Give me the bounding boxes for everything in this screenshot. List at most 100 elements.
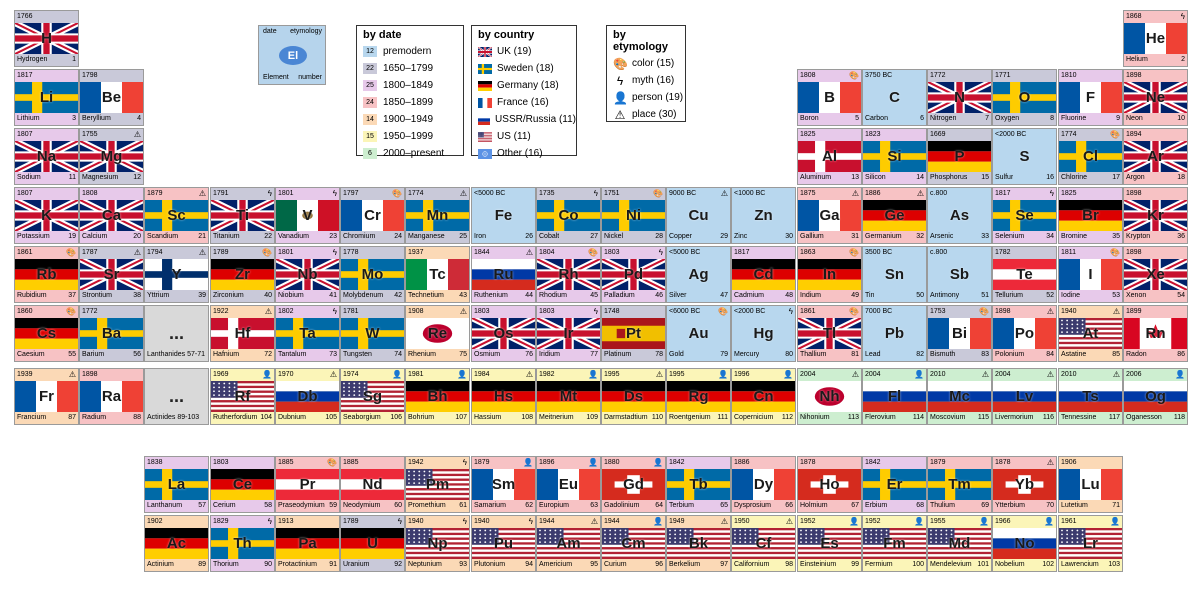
element-name: Neon (1126, 115, 1143, 122)
element-date: 1982 (539, 371, 555, 378)
element-number: 87 (68, 414, 76, 421)
element-symbol: Cm (621, 535, 646, 552)
element-symbol: Np (427, 535, 448, 552)
element-cell-lv: 2004 ⚠ Lv Livermorium 116 (992, 368, 1057, 425)
element-name: Chromium (343, 233, 376, 240)
element-name: Neodymium (343, 502, 381, 509)
lightning-icon: ϟ (658, 248, 663, 257)
element-symbol: Fe (494, 207, 513, 224)
element-number: 21 (198, 233, 206, 240)
element-name: Antimony (930, 292, 960, 299)
element-cell-s: <2000 BC S Sulfur 16 (992, 128, 1057, 185)
element-cell-zn: <1000 BC Zn Zinc 30 (731, 187, 796, 244)
legend-date-swatch: 24 (363, 97, 377, 108)
element-symbol: Be (101, 89, 122, 106)
element-number: 59 (329, 502, 337, 509)
flag-de-icon (211, 469, 274, 500)
legend-date-label: 1800–1849 (383, 80, 434, 91)
element-date: 1886 (734, 459, 750, 466)
element-cell-cl: 1774 🎨 Cl Chlorine 17 (1058, 128, 1123, 185)
element-symbol: Bi (952, 325, 967, 342)
element-number: 68 (916, 502, 924, 509)
key-date-label: date (263, 28, 277, 35)
element-cell-rb: 1861 🎨 Rb Rubidium 37 (14, 246, 79, 303)
flag-de-icon (667, 381, 730, 412)
element-date: 1804 (539, 249, 555, 256)
element-number: 27 (590, 233, 598, 240)
element-date: 1751 (604, 190, 620, 197)
element-number: 112 (781, 414, 793, 421)
legend-date-row: 14 1900–1949 (357, 111, 463, 128)
element-cell-ca: 1808 Ca Calcium 20 (79, 187, 144, 244)
element-date: 1753 (930, 308, 946, 315)
element-cell-al: 1825 Al Aluminum 13 (797, 128, 862, 185)
element-number: 56 (133, 351, 141, 358)
element-cell-i: 1811 🎨 I Iodine 53 (1058, 246, 1123, 303)
flag-se-icon (667, 469, 730, 500)
legend-country-label: Sweden (18) (497, 63, 554, 74)
legend-etymology-label: person (19) (632, 92, 684, 103)
person-icon: 👤 (914, 370, 924, 379)
element-date: 1778 (343, 249, 359, 256)
element-symbol: Ho (819, 476, 840, 493)
element-date: c.800 (930, 249, 948, 256)
element-date: 1995 (604, 371, 620, 378)
element-date: 1787 (82, 249, 98, 256)
flag-fr-icon (80, 82, 143, 113)
legend-date-swatch: 14 (363, 114, 377, 125)
element-date: 1896 (539, 459, 555, 466)
element-name: Samarium (474, 502, 506, 509)
element-number: 25 (459, 233, 467, 240)
element-name: Nitrogen (930, 115, 957, 122)
element-name: Selenium (995, 233, 1025, 240)
element-number: 23 (329, 233, 337, 240)
person-icon: 👤 (1110, 517, 1120, 526)
element-symbol: Bk (688, 535, 709, 552)
element-date: 1906 (1061, 459, 1077, 466)
element-number: 52 (1046, 292, 1054, 299)
element-cell-pt: 1748 Pt Platinum 78 (601, 305, 666, 362)
lightning-icon: ϟ (332, 307, 337, 316)
element-name: Actinium (147, 561, 174, 568)
flag-at-icon (341, 469, 404, 500)
element-symbol: Ni (626, 207, 641, 224)
element-symbol: Sr (103, 266, 120, 283)
flag-at-icon (993, 259, 1056, 290)
palette-icon: 🎨 (66, 307, 76, 316)
flag-us-icon (928, 528, 991, 559)
element-cell-mt: 1982 👤 Mt Meitnerium 109 (536, 368, 601, 425)
element-name: Ytterbium (995, 502, 1025, 509)
element-name: Iodine (1061, 292, 1081, 299)
place-icon: ⚠ (851, 189, 859, 198)
element-name: Carbon (865, 115, 888, 122)
element-symbol: Fm (883, 535, 906, 552)
element-symbol: Hs (493, 388, 514, 405)
flag-se-icon (276, 318, 339, 349)
element-symbol: Cf (755, 535, 772, 552)
element-number: 81 (851, 351, 859, 358)
element-number: 2 (1181, 56, 1185, 63)
element-cell-y: 1794 ⚠ Y Yttrium 39 (144, 246, 209, 303)
flag-ru-icon (276, 381, 339, 412)
element-symbol: Na (36, 148, 57, 165)
element-date: 1791 (213, 190, 229, 197)
legend-country-row: Other (16) (472, 145, 576, 162)
element-date: 1966 (995, 518, 1011, 525)
element-cell-tl: 1861 🎨 Tl Thallium 81 (797, 305, 862, 362)
flag-uk-icon (80, 141, 143, 172)
element-name: Copernicium (734, 414, 774, 421)
element-symbol: Rn (1145, 325, 1166, 342)
element-name: Darmstadtium (604, 414, 648, 421)
legend-date-row: 12 premodern (357, 43, 463, 60)
element-number: 113 (847, 414, 859, 421)
element-number: 102 (1042, 561, 1054, 568)
element-date: 1789 (213, 249, 229, 256)
element-cell-ta: 1802 ϟ Ta Tantalum 73 (275, 305, 340, 362)
element-symbol: Mt (559, 388, 578, 405)
element-name: Indium (800, 292, 822, 299)
element-symbol: Mn (426, 207, 449, 224)
element-date: 1825 (1061, 190, 1077, 197)
element-symbol: Li (39, 89, 54, 106)
lightning-icon: ϟ (332, 248, 337, 257)
element-name: Rhodium (539, 292, 568, 299)
